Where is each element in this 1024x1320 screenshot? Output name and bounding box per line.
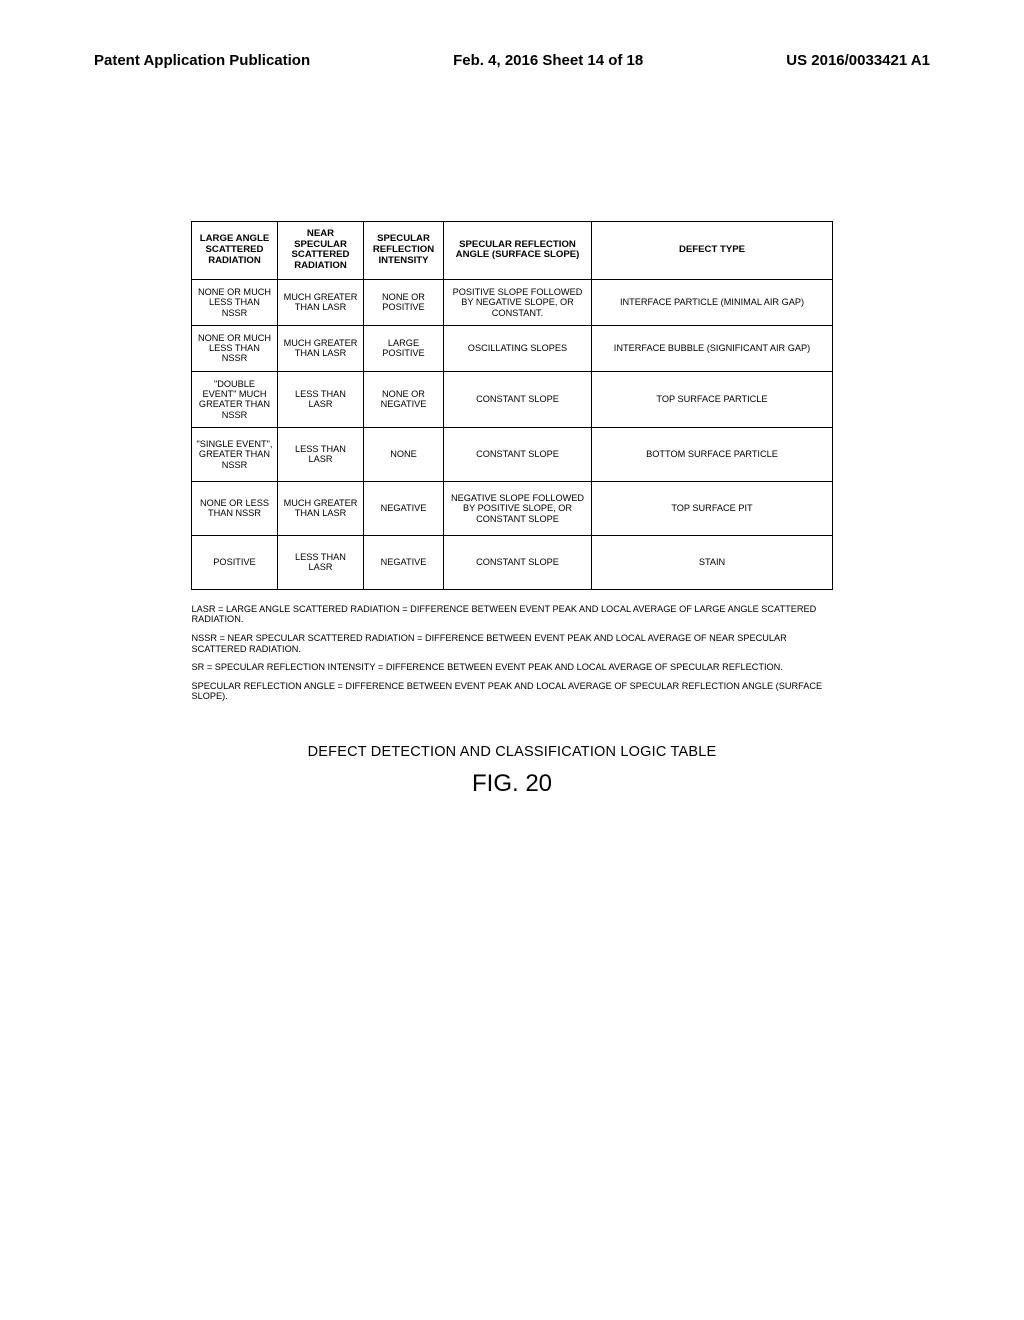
note-sr: SR = SPECULAR REFLECTION INTENSITY = DIF… (192, 662, 833, 673)
figure-label: FIG. 20 (472, 770, 552, 798)
cell: INTERFACE PARTICLE (MINIMAL AIR GAP) (592, 279, 833, 325)
col-header-3: SPECULAR REFLECTION ANGLE (SURFACE SLOPE… (444, 222, 592, 280)
cell: LESS THAN LASR (278, 535, 364, 589)
cell: NONE OR LESS THAN NSSR (192, 481, 278, 535)
section-title: DEFECT DETECTION AND CLASSIFICATION LOGI… (308, 744, 717, 760)
cell: OSCILLATING SLOPES (444, 325, 592, 371)
cell: NONE (364, 427, 444, 481)
note-nssr: NSSR = NEAR SPECULAR SCATTERED RADIATION… (192, 633, 833, 654)
cell: POSITIVE (192, 535, 278, 589)
cell: NEGATIVE (364, 481, 444, 535)
notes-block: LASR = LARGE ANGLE SCATTERED RADIATION =… (192, 604, 833, 710)
cell: "DOUBLE EVENT" MUCH GREATER THAN NSSR (192, 371, 278, 427)
logic-table: LARGE ANGLE SCATTERED RADIATION NEAR SPE… (191, 221, 833, 590)
cell: MUCH GREATER THAN LASR (278, 481, 364, 535)
cell: NONE OR MUCH LESS THAN NSSR (192, 279, 278, 325)
cell: NONE OR POSITIVE (364, 279, 444, 325)
note-lasr: LASR = LARGE ANGLE SCATTERED RADIATION =… (192, 604, 833, 625)
cell: CONSTANT SLOPE (444, 535, 592, 589)
cell: BOTTOM SURFACE PARTICLE (592, 427, 833, 481)
col-header-2: SPECULAR REFLECTION INTENSITY (364, 222, 444, 280)
cell: LESS THAN LASR (278, 371, 364, 427)
cell: POSITIVE SLOPE FOLLOWED BY NEGATIVE SLOP… (444, 279, 592, 325)
table-row: NONE OR MUCH LESS THAN NSSR MUCH GREATER… (192, 279, 833, 325)
content: LARGE ANGLE SCATTERED RADIATION NEAR SPE… (0, 69, 1024, 798)
col-header-0: LARGE ANGLE SCATTERED RADIATION (192, 222, 278, 280)
cell: STAIN (592, 535, 833, 589)
table-row: "DOUBLE EVENT" MUCH GREATER THAN NSSR LE… (192, 371, 833, 427)
cell: "SINGLE EVENT", GREATER THAN NSSR (192, 427, 278, 481)
cell: INTERFACE BUBBLE (SIGNIFICANT AIR GAP) (592, 325, 833, 371)
cell: NONE OR MUCH LESS THAN NSSR (192, 325, 278, 371)
cell: CONSTANT SLOPE (444, 427, 592, 481)
cell: LARGE POSITIVE (364, 325, 444, 371)
col-header-1: NEAR SPECULAR SCATTERED RADIATION (278, 222, 364, 280)
note-sra: SPECULAR REFLECTION ANGLE = DIFFERENCE B… (192, 681, 833, 702)
table-row: NONE OR LESS THAN NSSR MUCH GREATER THAN… (192, 481, 833, 535)
cell: TOP SURFACE PIT (592, 481, 833, 535)
cell: MUCH GREATER THAN LASR (278, 325, 364, 371)
header-left: Patent Application Publication (94, 52, 310, 69)
cell: MUCH GREATER THAN LASR (278, 279, 364, 325)
table-row: "SINGLE EVENT", GREATER THAN NSSR LESS T… (192, 427, 833, 481)
cell: NEGATIVE SLOPE FOLLOWED BY POSITIVE SLOP… (444, 481, 592, 535)
header-right: US 2016/0033421 A1 (786, 52, 930, 69)
table-row: NONE OR MUCH LESS THAN NSSR MUCH GREATER… (192, 325, 833, 371)
cell: NONE OR NEGATIVE (364, 371, 444, 427)
page-header: Patent Application Publication Feb. 4, 2… (0, 0, 1024, 69)
cell: NEGATIVE (364, 535, 444, 589)
cell: LESS THAN LASR (278, 427, 364, 481)
cell: CONSTANT SLOPE (444, 371, 592, 427)
table-row: POSITIVE LESS THAN LASR NEGATIVE CONSTAN… (192, 535, 833, 589)
cell: TOP SURFACE PARTICLE (592, 371, 833, 427)
header-center: Feb. 4, 2016 Sheet 14 of 18 (453, 52, 643, 69)
col-header-4: DEFECT TYPE (592, 222, 833, 280)
table-header-row: LARGE ANGLE SCATTERED RADIATION NEAR SPE… (192, 222, 833, 280)
